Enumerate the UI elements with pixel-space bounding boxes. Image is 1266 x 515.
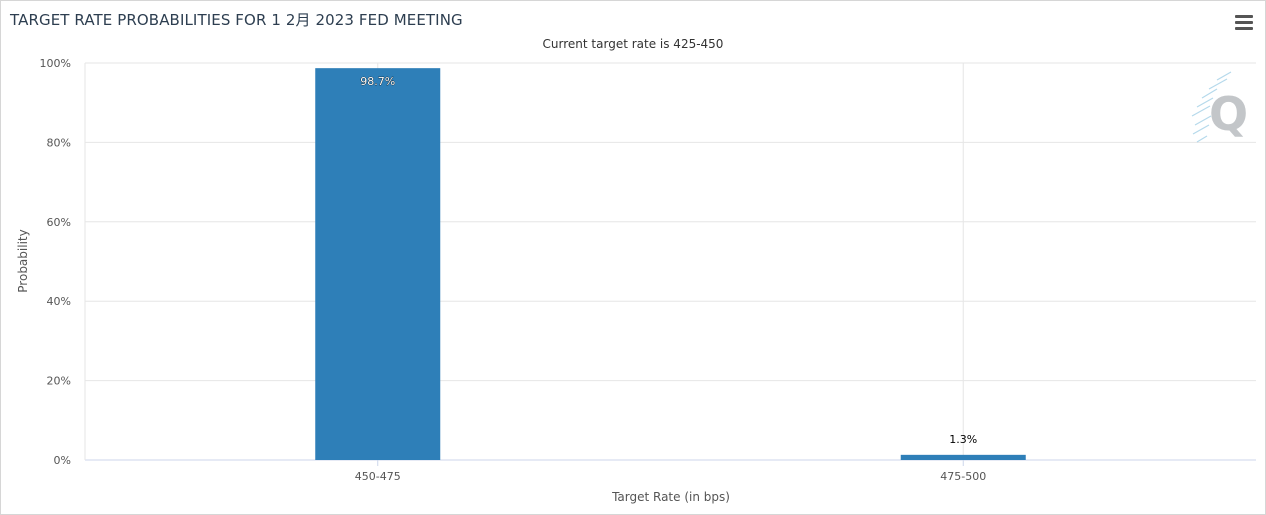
bar-475-500[interactable] (900, 454, 1026, 460)
bar-450-475[interactable] (315, 68, 441, 460)
chart-title: TARGET RATE PROBABILITIES FOR 1 2月 2023 … (10, 11, 463, 29)
y-axis-ticks: 0% 20% 40% 60% 80% 100% (40, 57, 71, 467)
y-tick-label: 60% (47, 216, 71, 229)
y-tick-label: 80% (47, 136, 71, 149)
x-axis-ticks: 450-475 475-500 (355, 460, 986, 483)
bars (315, 68, 1026, 460)
x-tick-label: 475-500 (940, 470, 986, 483)
gridlines (84, 62, 1256, 461)
y-tick-label: 100% (40, 57, 71, 70)
y-tick-label: 20% (47, 375, 71, 388)
y-tick-label: 40% (47, 295, 71, 308)
svg-text:Q: Q (1209, 87, 1248, 141)
chart-subtitle: Current target rate is 425-450 (542, 37, 724, 51)
x-axis-title: Target Rate (in bps) (611, 490, 730, 504)
data-labels: 98.7% 1.3% (360, 75, 977, 446)
x-tick-label: 450-475 (355, 470, 401, 483)
hamburger-menu-icon[interactable] (1235, 15, 1253, 31)
q-logo-icon: Q (1191, 71, 1248, 143)
y-axis-title: Probability (16, 229, 30, 292)
y-tick-label: 0% (54, 454, 71, 467)
data-label: 98.7% (360, 75, 395, 88)
data-label: 1.3% (949, 433, 977, 446)
